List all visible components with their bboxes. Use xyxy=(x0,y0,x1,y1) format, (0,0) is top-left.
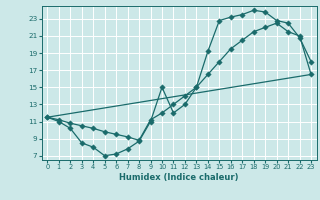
X-axis label: Humidex (Indice chaleur): Humidex (Indice chaleur) xyxy=(119,173,239,182)
